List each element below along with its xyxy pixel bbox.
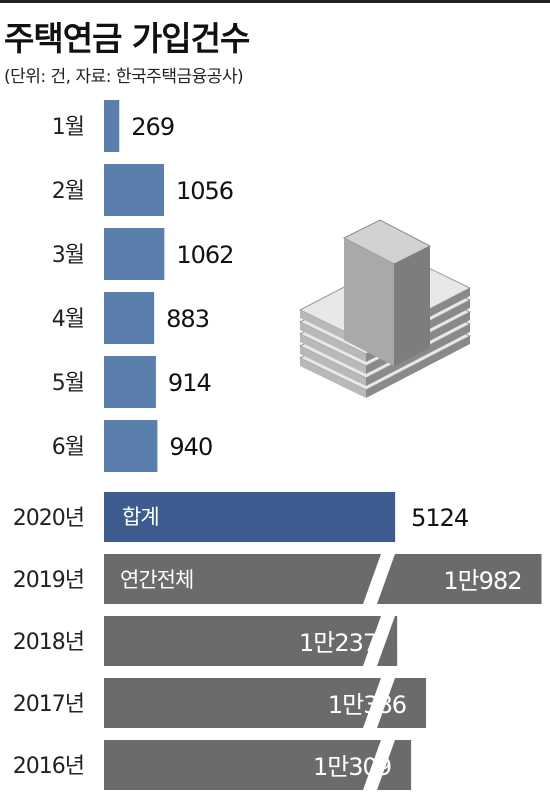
total-bar-label: 합계: [122, 505, 159, 529]
total-value-label: 5124: [411, 504, 468, 532]
month-label: 3월: [52, 243, 84, 268]
month-label: 6월: [52, 435, 84, 460]
annual-bar-right: [377, 554, 542, 604]
month-bar: [104, 420, 158, 472]
month-bar: [104, 292, 155, 344]
month-label: 2월: [52, 179, 84, 204]
annual-bars: 2019년 1만982 연간전체 2018년 1만237 2017년 1만386 2016년 1…: [13, 554, 542, 790]
month-value-label: 269: [131, 113, 174, 141]
chart-title: 주택연금 가입건수: [4, 19, 250, 58]
total-bar-group: 2020년 합계 5124: [13, 492, 469, 542]
month-value-label: 1062: [176, 241, 233, 269]
annual-bar-left: [104, 554, 381, 604]
month-value-label: 940: [169, 433, 212, 461]
year-label: 2016년: [13, 754, 84, 779]
month-label: 1월: [52, 115, 84, 140]
annual-bar-right: [377, 740, 412, 790]
annual-bar-left: [104, 616, 381, 666]
annual-bar-right: [377, 678, 427, 728]
month-value-label: 1056: [176, 177, 233, 205]
annual-bar-right: [377, 616, 398, 666]
year-label: 2019년: [13, 568, 84, 593]
month-label: 4월: [52, 307, 84, 332]
annual-bar-label: 연간전체: [120, 568, 193, 592]
year-label: 2017년: [13, 692, 84, 717]
year-label: 2020년: [13, 506, 84, 531]
month-value-label: 883: [166, 305, 209, 333]
annual-value-label: 1만309: [313, 753, 391, 781]
month-label: 5월: [52, 371, 84, 396]
month-value-label: 914: [168, 369, 211, 397]
annual-value-label: 1만237: [299, 629, 377, 657]
month-bar: [104, 164, 164, 216]
annual-bar-left: [104, 678, 381, 728]
month-bar: [104, 356, 156, 408]
month-bar: [104, 100, 120, 152]
total-bar: [104, 492, 396, 542]
monthly-bars: 1월 269 2월 1056 3월 1062 4월 883 5월 914 6월 940: [52, 100, 234, 472]
chart-subtitle: (단위: 건, 자료: 한국주택금융공사): [4, 67, 244, 87]
stack-of-money-icon: [298, 219, 472, 398]
annual-bar-left: [104, 740, 381, 790]
year-label: 2018년: [13, 630, 84, 655]
top-rule: [0, 0, 550, 3]
month-bar: [104, 228, 165, 280]
annual-value-label: 1만982: [443, 567, 521, 595]
annual-value-label: 1만386: [328, 691, 406, 719]
